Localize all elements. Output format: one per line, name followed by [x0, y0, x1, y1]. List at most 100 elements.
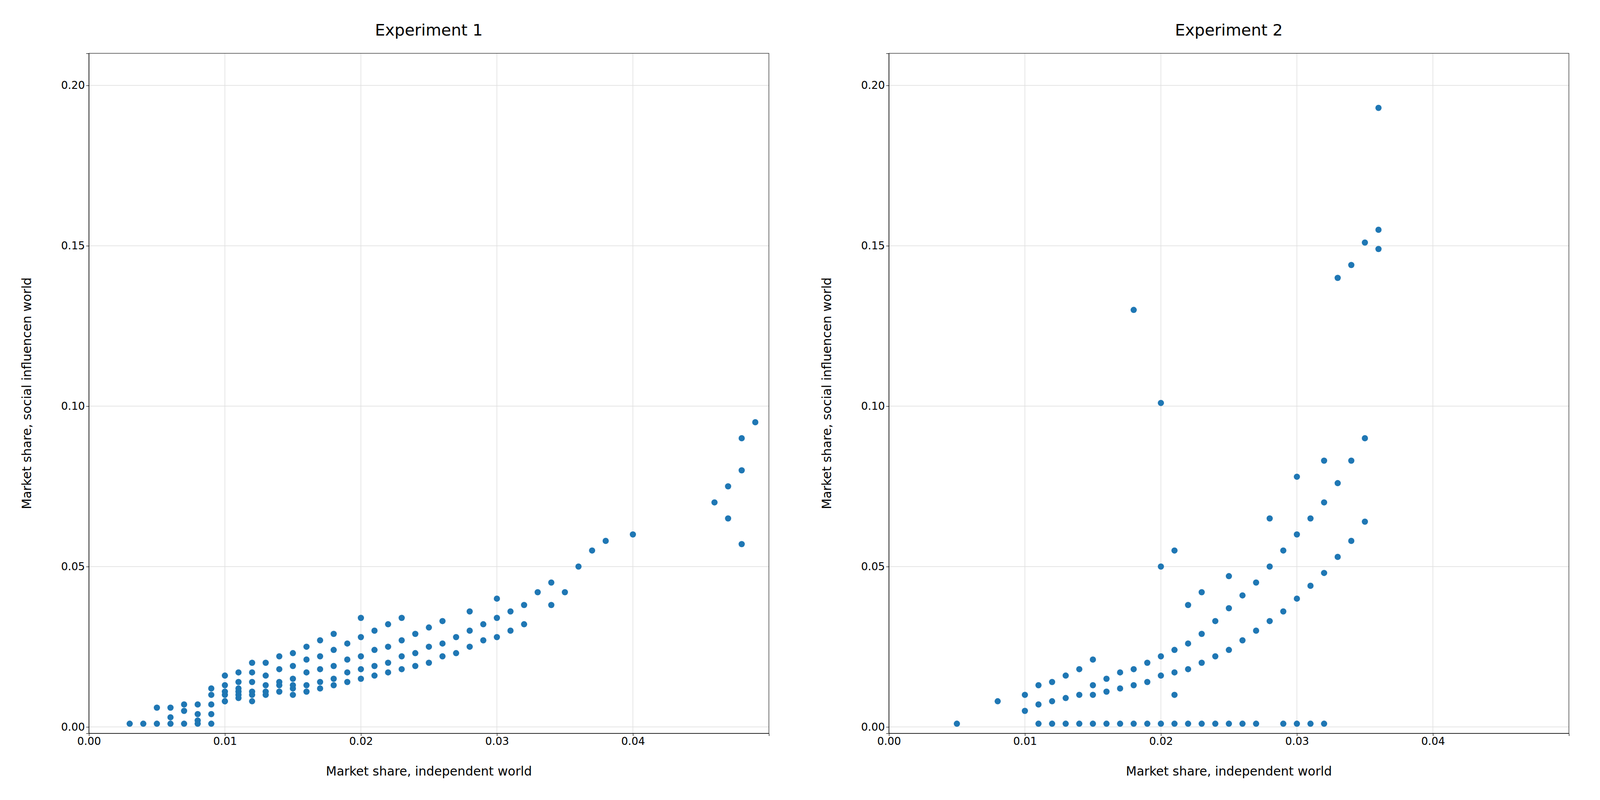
- tick-mark: [86, 566, 89, 568]
- chart-title: Experiment 1: [375, 20, 483, 40]
- scatter-point: [1076, 666, 1083, 673]
- scatter-point: [276, 666, 283, 673]
- points: [953, 104, 1382, 728]
- tick-mark: [86, 85, 89, 86]
- grid-line: [360, 53, 362, 734]
- tick-label: 0.00: [77, 735, 101, 748]
- scatter-point: [1116, 720, 1124, 727]
- scatter-point: [208, 720, 215, 727]
- scatter-point: [994, 698, 1001, 705]
- scatter-point: [1361, 435, 1368, 442]
- scatter-point: [303, 656, 310, 663]
- scatter-point: [452, 650, 460, 657]
- scatter-point: [1375, 245, 1382, 252]
- scatter-point: [316, 666, 324, 673]
- scatter-point: [235, 679, 242, 686]
- scatter-point: [629, 531, 636, 538]
- scatter-point: [1375, 226, 1382, 233]
- scatter-point: [384, 621, 392, 628]
- scatter-point: [425, 659, 432, 666]
- scatter-point: [480, 621, 487, 628]
- scatter-point: [180, 720, 188, 727]
- scatter-point: [1198, 588, 1205, 596]
- scatter-point: [289, 675, 296, 682]
- scatter-point: [235, 669, 242, 676]
- scatter-point: [303, 682, 310, 689]
- scatter-point: [1334, 274, 1341, 281]
- scatter-point: [398, 653, 405, 660]
- scatter-point: [1198, 720, 1205, 727]
- chart-title: Experiment 2: [1175, 20, 1283, 40]
- scatter-point: [303, 688, 310, 695]
- scatter-point: [1048, 720, 1056, 727]
- tick: 0.20: [61, 79, 89, 92]
- scatter-point: [303, 643, 310, 650]
- scatter-point: [507, 608, 514, 615]
- scatter-point: [1266, 515, 1273, 522]
- tick-label: 0.15: [61, 239, 85, 252]
- scatter-point: [1293, 720, 1300, 727]
- tick: 0.04: [1421, 733, 1445, 748]
- scatter-point: [1130, 720, 1137, 727]
- scatter-point: [724, 483, 732, 490]
- tick: 0.03: [485, 733, 509, 748]
- scatter-point: [1334, 553, 1341, 560]
- scatter-point: [738, 435, 745, 442]
- tick: 0.00: [877, 733, 901, 748]
- scatter-point: [1293, 595, 1300, 602]
- scatter-point: [1089, 682, 1096, 689]
- scatter-point: [1144, 659, 1151, 666]
- scatter-point: [316, 679, 324, 686]
- tick-label: 0.15: [861, 239, 885, 252]
- grid-line: [224, 53, 226, 734]
- scatter-point: [235, 691, 242, 698]
- tick-label: 0.03: [485, 735, 509, 748]
- scatter-point: [439, 640, 446, 647]
- scatter-point: [1293, 531, 1300, 538]
- scatter-point: [167, 704, 174, 711]
- scatter-point: [357, 653, 364, 660]
- scatter-point: [344, 679, 351, 686]
- scatter-point: [262, 688, 269, 695]
- scatter-point: [466, 627, 473, 634]
- scatter-point: [344, 640, 351, 647]
- panel: 0.000.010.020.030.040.000.050.100.150.20…: [19, 20, 770, 779]
- scatter-point: [153, 704, 160, 711]
- x-axis-title: Market share, independent world: [325, 764, 532, 779]
- scatter-point: [126, 720, 133, 727]
- tick-mark: [86, 406, 89, 407]
- scatter-point: [466, 643, 473, 650]
- grid-line: [88, 405, 769, 407]
- scatter-point: [724, 515, 732, 522]
- scatter-point: [357, 633, 364, 640]
- scatter-point: [1252, 627, 1260, 634]
- scatter-point: [1076, 691, 1083, 698]
- scatter-point: [1157, 720, 1164, 727]
- scatter-point: [235, 685, 242, 692]
- y-axis: 0.000.050.100.150.20: [861, 53, 890, 734]
- scatter-point: [371, 672, 378, 679]
- scatter-point: [493, 633, 500, 640]
- tick: 0.00: [861, 720, 889, 734]
- tick: 0.02: [349, 733, 373, 748]
- scatter-point: [1157, 563, 1164, 570]
- x-axis: 0.000.010.020.030.04: [877, 733, 1570, 748]
- y-axis: 0.000.050.100.150.20: [61, 53, 90, 734]
- tick-label: 0.20: [61, 79, 85, 92]
- scatter-point: [1171, 646, 1178, 653]
- grid: [888, 53, 1569, 734]
- scatter-point: [289, 662, 296, 669]
- scatter-point: [1184, 666, 1192, 673]
- scatter-point: [316, 637, 324, 644]
- scatter-point: [1103, 675, 1110, 682]
- grid-line: [888, 84, 1569, 86]
- tick: 0.04: [621, 733, 645, 748]
- tick: 0.15: [61, 239, 89, 252]
- scatter-point: [289, 691, 296, 698]
- scatter-point: [1320, 457, 1328, 464]
- tick-label: 0.01: [1013, 735, 1037, 748]
- grid-line: [1296, 53, 1298, 734]
- scatter-point: [953, 720, 960, 727]
- scatter-point: [248, 679, 256, 686]
- scatter-point: [1307, 582, 1314, 589]
